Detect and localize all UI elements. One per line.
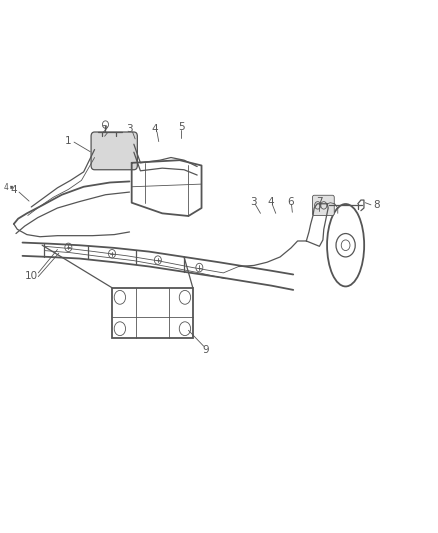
Text: 7: 7: [316, 197, 323, 207]
Text: 9: 9: [203, 345, 209, 356]
Text: 4: 4: [11, 185, 17, 196]
Text: 5: 5: [178, 122, 184, 132]
Text: 4: 4: [151, 124, 158, 134]
Text: 3: 3: [127, 124, 133, 134]
Text: 8: 8: [374, 200, 380, 210]
FancyBboxPatch shape: [91, 132, 138, 169]
Text: 10: 10: [25, 271, 38, 280]
Text: 2: 2: [101, 125, 108, 135]
Text: 3: 3: [250, 197, 256, 207]
Text: 6: 6: [287, 197, 293, 207]
Text: 1: 1: [65, 136, 72, 146]
Text: 4: 4: [267, 197, 274, 207]
FancyBboxPatch shape: [312, 195, 334, 215]
Text: 4: 4: [4, 183, 9, 192]
